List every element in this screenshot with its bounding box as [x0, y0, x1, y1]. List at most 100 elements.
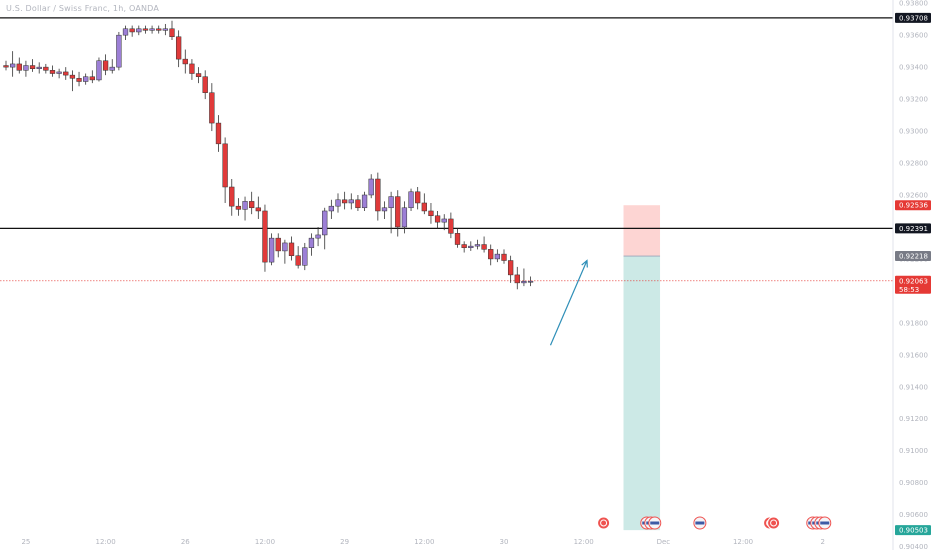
candle-down	[448, 218, 454, 234]
candle-up	[116, 34, 122, 68]
time-tick-label: 12:00	[255, 538, 275, 546]
price-tags: 0.93708 0.92536 0.92391 0.92218 0.9206358:53…	[895, 12, 931, 536]
candle-up	[36, 66, 42, 69]
take-profit-zone[interactable]	[623, 256, 661, 531]
annotations[interactable]	[549, 259, 588, 346]
candle-down	[255, 207, 261, 212]
candle-up	[242, 201, 248, 210]
event-red-inner-icon	[770, 519, 778, 527]
candle-down	[195, 73, 202, 77]
candle-up	[109, 66, 115, 71]
candle-down	[375, 178, 381, 212]
candlestick-series	[3, 20, 534, 290]
price-tick-label: 0.91800	[899, 319, 928, 327]
candle-down	[249, 201, 255, 209]
current-price-tag-bg	[895, 275, 931, 294]
time-tick-label: 29	[340, 538, 349, 546]
candle-down	[142, 28, 149, 31]
event-red-icon[interactable]	[597, 516, 611, 530]
candle-down	[63, 71, 69, 76]
candle-up	[441, 218, 447, 223]
candle-down	[415, 191, 421, 204]
time-tick-label: Dec	[657, 538, 671, 546]
candle-up	[494, 253, 501, 260]
candle-down	[507, 260, 514, 276]
candle-down	[222, 143, 228, 188]
arrow-head	[581, 259, 588, 268]
candle-down	[501, 253, 507, 261]
level-tag-lower-bg	[895, 223, 931, 234]
candle-down	[488, 249, 494, 260]
candle-down	[421, 202, 427, 212]
candle-up	[408, 191, 414, 209]
candle-up	[468, 245, 474, 248]
candle-up	[122, 28, 129, 36]
position-zones[interactable]	[623, 205, 661, 531]
candle-down	[175, 36, 182, 60]
candle-up	[23, 65, 29, 71]
candle-up	[9, 63, 16, 68]
candle-up	[328, 205, 335, 212]
time-axis[interactable]: 25 12:00 26 12:00 29 12:00 30 12:00 Dec 12:00 2	[21, 538, 824, 546]
time-tick-label: 2	[820, 538, 824, 546]
economic-events[interactable]	[597, 516, 932, 530]
candle-up	[348, 199, 354, 204]
event-red-inner-icon	[600, 519, 608, 527]
us-flag-stripe	[650, 521, 660, 525]
candle-down	[49, 70, 56, 74]
arrow-annotation[interactable]	[549, 260, 588, 346]
price-tick-label: 0.93200	[899, 96, 928, 104]
candle-down	[69, 74, 76, 79]
target-price-tag: 0.90503	[899, 527, 928, 535]
entry-price-tag-bg	[895, 251, 931, 262]
entry-price-tag: 0.92218	[899, 253, 928, 261]
candle-down	[129, 28, 135, 33]
candle-down	[29, 65, 36, 69]
candle-down	[3, 65, 9, 68]
candle-down	[395, 196, 401, 228]
candle-up	[361, 194, 368, 209]
candle-down	[76, 78, 82, 82]
price-tick-label: 0.92800	[899, 160, 928, 168]
candle-down	[156, 28, 162, 31]
us-flag-stripe	[820, 521, 830, 525]
candle-up	[474, 244, 481, 247]
price-tick-label: 0.93600	[899, 32, 928, 40]
candle-down	[89, 76, 95, 81]
price-tick-label: 0.90400	[899, 543, 928, 550]
level-tag-upper-bg	[895, 12, 931, 23]
candle-up	[302, 247, 308, 266]
candle-up	[308, 237, 315, 248]
candle-down	[202, 76, 208, 93]
candle-down	[355, 199, 361, 209]
candle-up	[96, 60, 102, 81]
price-tick-label: 0.91600	[899, 351, 928, 359]
stop-loss-zone[interactable]	[623, 205, 661, 257]
price-axis[interactable]: 0.93800 0.93600 0.93400 0.93200 0.93000 0.928…	[892, 0, 928, 550]
candle-up	[282, 242, 288, 252]
candle-up	[401, 207, 408, 228]
price-tick-label: 0.93000	[899, 128, 928, 136]
time-tick-label: 12:00	[414, 538, 434, 546]
price-tick-label: 0.92600	[899, 191, 928, 199]
candle-up	[268, 237, 275, 263]
candle-down	[102, 60, 109, 71]
candle-down	[262, 210, 268, 263]
time-tick-label: 25	[21, 538, 30, 546]
horizontal-levels[interactable]	[0, 17, 893, 282]
candle-up	[388, 196, 394, 209]
candle-up	[83, 76, 89, 82]
candle-down	[209, 92, 215, 124]
candle-down	[428, 210, 434, 217]
stop-price-tag: 0.92536	[899, 202, 928, 210]
time-tick-label: 12:00	[96, 538, 116, 546]
event-red-icon[interactable]	[767, 516, 781, 530]
time-tick-label: 30	[500, 538, 509, 546]
candle-up	[368, 178, 374, 196]
candle-up	[527, 281, 534, 283]
us-flag-stripe	[695, 521, 705, 525]
stop-price-tag-bg	[895, 200, 931, 211]
price-tick-label: 0.93800	[899, 0, 928, 8]
countdown-label: 58:53	[899, 286, 919, 294]
